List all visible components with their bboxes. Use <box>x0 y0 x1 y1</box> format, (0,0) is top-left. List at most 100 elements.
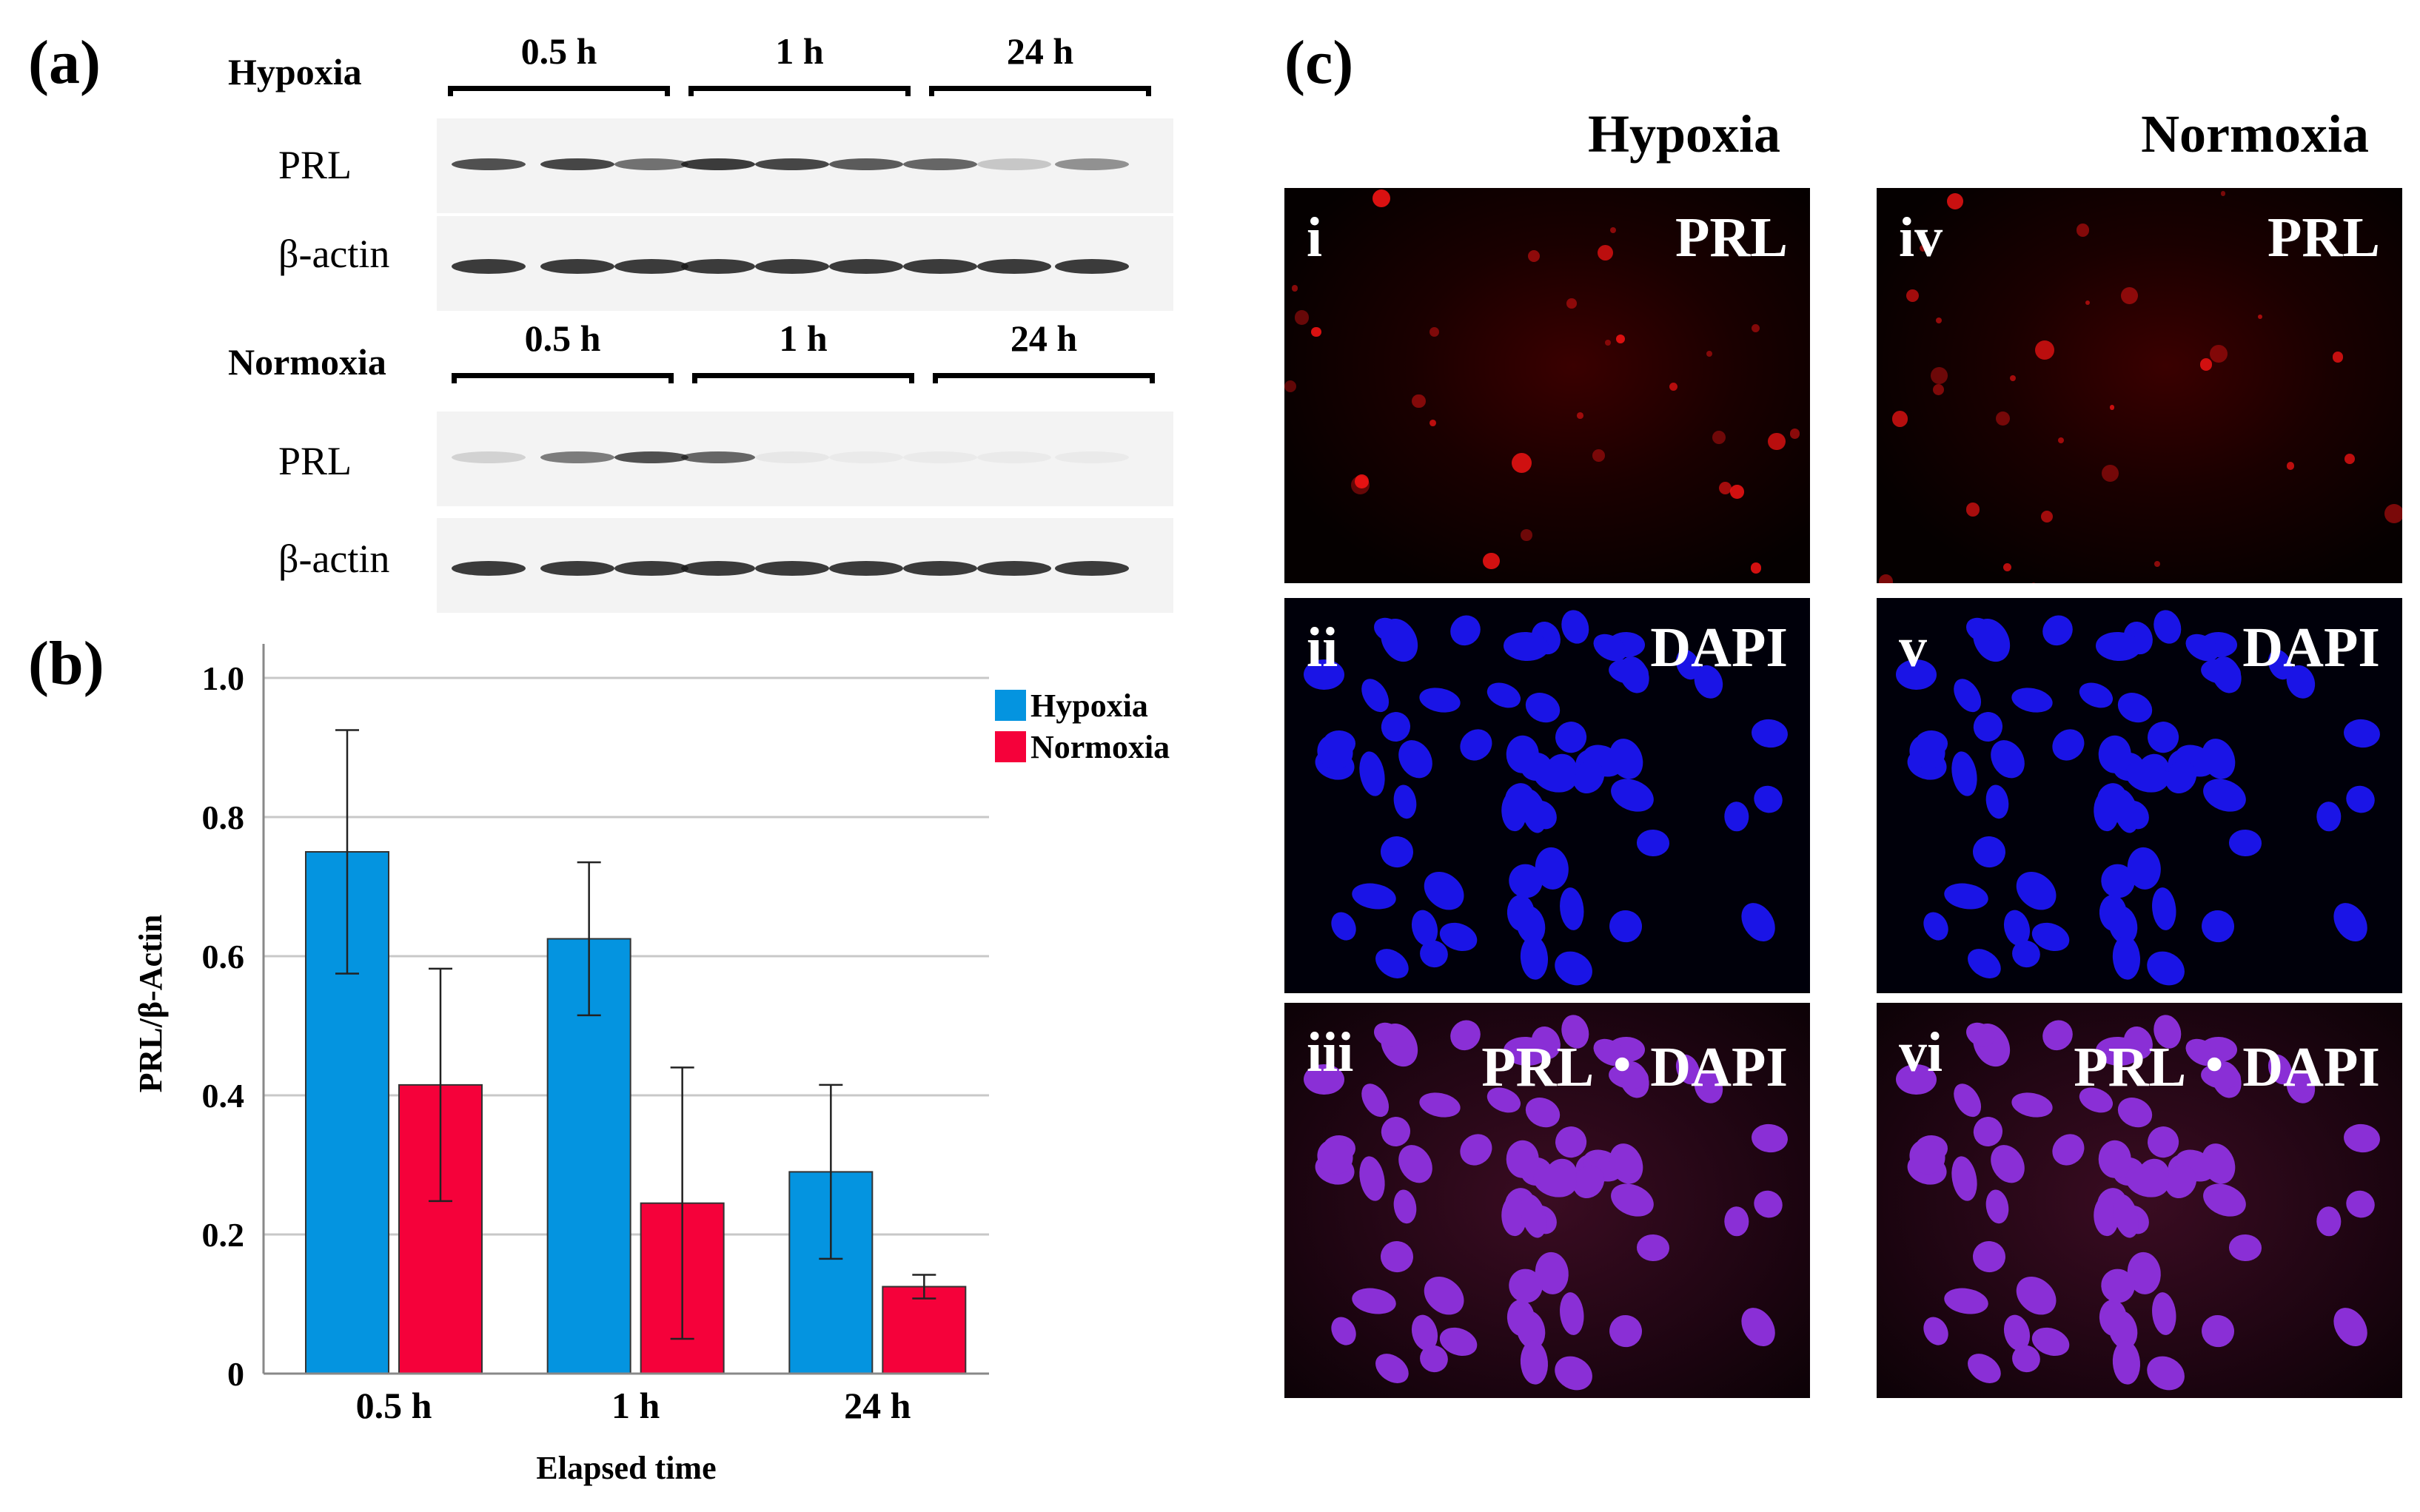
error-bar <box>819 1083 843 1260</box>
prl-band <box>540 158 614 170</box>
actin-band <box>903 259 977 274</box>
micrograph-stain: PRL・DAPI <box>2074 1036 2380 1098</box>
prl-band <box>540 451 614 463</box>
prl-band <box>903 158 977 170</box>
y-axis-title: PRL/β-Actin <box>133 915 169 1093</box>
actin-band <box>452 561 526 576</box>
hyp-time-0: 0.5 h <box>520 30 597 72</box>
bar-normoxia-2 <box>882 1286 967 1374</box>
hyp-time-1: 1 h <box>775 30 824 72</box>
panel-b-label: (b) <box>28 629 104 698</box>
x-axis-title: Elapsed time <box>536 1450 716 1486</box>
hyp-time-2: 24 h <box>1006 30 1074 72</box>
micrograph-stain: DAPI <box>2242 616 2380 679</box>
micrograph-v: v DAPI <box>1877 598 2402 993</box>
micrograph-stain: PRL・DAPI <box>1481 1036 1788 1098</box>
micrograph-numeral: v <box>1899 616 1927 679</box>
actin-band <box>977 259 1051 274</box>
y-tick-label: 0.8 <box>202 799 245 836</box>
y-tick-label: 0.2 <box>202 1216 245 1254</box>
micrograph-numeral: iv <box>1899 206 1943 269</box>
micrograph-vi: vi PRL・DAPI <box>1877 1003 2402 1398</box>
actin-band <box>755 561 829 576</box>
x-tick-label: 0.5 h <box>356 1385 432 1426</box>
prl-band <box>681 451 755 463</box>
panel-a-label: (a) <box>28 28 101 97</box>
legend-swatch-normoxia <box>995 731 1026 762</box>
micrograph-ii: ii DAPI <box>1284 598 1810 993</box>
normoxia-prl-blot <box>437 411 1173 506</box>
error-bar <box>912 1274 936 1300</box>
hyp-bracket-0 <box>448 86 670 96</box>
x-tick-label: 1 h <box>611 1385 660 1426</box>
actin-band <box>1055 259 1129 274</box>
y-tick-label: 1.0 <box>202 659 245 697</box>
prl-band <box>614 451 688 463</box>
prl-band <box>829 451 903 463</box>
nor-bracket-1 <box>692 373 914 383</box>
prl-band <box>755 451 829 463</box>
actin-band <box>452 259 526 274</box>
prl-band <box>977 451 1051 463</box>
hypoxia-prl-blot <box>437 118 1173 213</box>
prl-band <box>977 158 1051 170</box>
legend: Hypoxia Normoxia <box>995 688 1170 765</box>
legend-label-normoxia: Normoxia <box>1030 729 1170 765</box>
nor-bracket-2 <box>933 373 1155 383</box>
micrograph-numeral: i <box>1307 206 1323 269</box>
micrograph-iii: iii PRL・DAPI <box>1284 1003 1810 1398</box>
micrograph-stain: PRL <box>1675 206 1788 269</box>
prl-band <box>452 158 526 170</box>
prl-band <box>1055 158 1129 170</box>
col-title-hypoxia: Hypoxia <box>1587 104 1780 164</box>
micrograph-numeral: iii <box>1307 1021 1354 1083</box>
hyp-bracket-2 <box>929 86 1151 96</box>
nor-prl-label: PRL <box>278 439 352 483</box>
prl-band <box>755 158 829 170</box>
prl-band <box>1055 451 1129 463</box>
x-tick-label: 24 h <box>844 1385 911 1426</box>
nor-actin-label: β-actin <box>278 537 390 581</box>
micrograph-iv: iv PRL <box>1877 188 2402 583</box>
micrograph-numeral: ii <box>1307 616 1338 679</box>
hyp-prl-label: PRL <box>278 143 352 187</box>
error-bar <box>670 1066 694 1340</box>
prl-band <box>903 451 977 463</box>
actin-band <box>829 561 903 576</box>
actin-band <box>755 259 829 274</box>
actin-band <box>977 561 1051 576</box>
bar-chart: 0 0.2 0.4 0.6 0.8 1.0 0.5 h 1 h 24 h PRL/β-Acti… <box>133 644 1170 1486</box>
hypoxia-label: Hypoxia <box>228 51 362 93</box>
normoxia-actin-blot <box>437 518 1173 613</box>
error-bar <box>335 729 359 975</box>
normoxia-label: Normoxia <box>228 341 386 383</box>
y-tick-label: 0.4 <box>202 1077 245 1115</box>
legend-label-hypoxia: Hypoxia <box>1030 688 1148 724</box>
nor-time-2: 24 h <box>1010 317 1078 359</box>
hyp-bracket-1 <box>688 86 911 96</box>
prl-band <box>614 158 688 170</box>
error-bar <box>577 861 601 1017</box>
micrograph-numeral: vi <box>1899 1021 1943 1083</box>
micrograph-stain: PRL <box>2268 206 2380 269</box>
prl-band <box>829 158 903 170</box>
actin-band <box>540 561 614 576</box>
actin-band <box>614 561 688 576</box>
error-bar <box>429 967 452 1203</box>
actin-band <box>829 259 903 274</box>
actin-band <box>1055 561 1129 576</box>
legend-swatch-hypoxia <box>995 690 1026 721</box>
micrograph-stain: DAPI <box>1650 616 1788 679</box>
micrograph-i: i PRL <box>1284 188 1810 583</box>
nor-time-0: 0.5 h <box>524 317 601 359</box>
panel-c-label: (c) <box>1284 28 1354 97</box>
prl-band <box>452 451 526 463</box>
actin-band <box>540 259 614 274</box>
actin-band <box>614 259 688 274</box>
col-title-normoxia: Normoxia <box>2141 104 2369 164</box>
hyp-actin-label: β-actin <box>278 232 390 276</box>
nor-bracket-0 <box>452 373 674 383</box>
y-tick-label: 0 <box>227 1355 244 1393</box>
actin-band <box>681 259 755 274</box>
nor-time-1: 1 h <box>779 317 828 359</box>
